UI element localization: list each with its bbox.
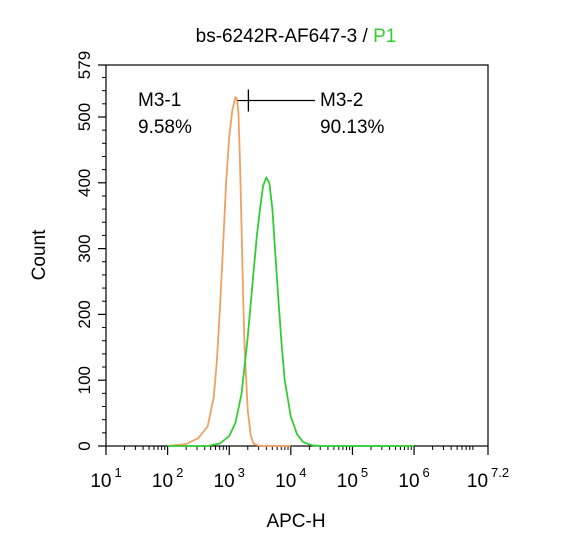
y-tick-label: 200: [75, 300, 94, 328]
gate-name-label: M3-1: [138, 90, 181, 111]
chart-title-main: bs-6242R-AF647-3: [196, 26, 358, 47]
x-axis-label: APC-H: [266, 511, 325, 532]
x-tick-label: 10 2: [152, 465, 183, 492]
x-tick-exponent: 3: [238, 465, 245, 480]
y-tick-label: 100: [75, 366, 94, 394]
x-tick-label: 10 1: [90, 465, 121, 492]
x-tick-exponent: 7.2: [491, 465, 509, 480]
y-axis-label: Count: [29, 229, 50, 280]
y-tick-label: 300: [75, 234, 94, 262]
x-axis: 10 1 10 2 10 3 10 4 10 5 10 6 10 7.2: [90, 446, 509, 492]
x-tick-base: 10: [467, 471, 488, 492]
x-tick-label: 10 4: [275, 465, 306, 492]
x-tick-base: 10: [275, 471, 296, 492]
chart-title-separator: /: [357, 26, 373, 47]
plot-frame: [105, 64, 489, 447]
x-tick-exponent: 2: [176, 465, 183, 480]
x-tick-base: 10: [152, 471, 173, 492]
x-tick-base: 10: [90, 471, 111, 492]
x-tick-label: 10 6: [398, 465, 429, 492]
y-tick-label: 0: [75, 441, 94, 450]
x-tick-label: 10 7.2: [467, 465, 509, 492]
x-tick-exponent: 1: [114, 465, 121, 480]
histogram-series-2: [167, 176, 415, 447]
x-tick-base: 10: [214, 471, 235, 492]
x-tick-base: 10: [398, 471, 419, 492]
chart-title: bs-6242R-AF647-3 / P1: [196, 26, 397, 47]
y-tick-label: 400: [75, 169, 94, 197]
gate-percent-label: 9.58%: [138, 117, 192, 138]
x-tick-exponent: 6: [423, 465, 430, 480]
y-tick-label: 579: [75, 51, 94, 79]
y-tick-label: 500: [75, 103, 94, 131]
x-tick-label: 10 5: [337, 465, 368, 492]
y-axis: 0 100 200 300 400 500 579: [75, 51, 106, 451]
gate-percent-label: 90.13%: [320, 117, 385, 138]
chart-title-gate: P1: [373, 26, 396, 47]
x-tick-exponent: 4: [299, 465, 306, 480]
x-tick-base: 10: [337, 471, 358, 492]
gate-name-label: M3-2: [320, 90, 363, 111]
x-tick-label: 10 3: [214, 465, 245, 492]
x-tick-exponent: 5: [361, 465, 368, 480]
gates-layer: M3-1 9.58% M3-2 90.13%: [138, 89, 385, 138]
histogram-series-1: [167, 96, 291, 447]
series-layer: [167, 96, 415, 447]
